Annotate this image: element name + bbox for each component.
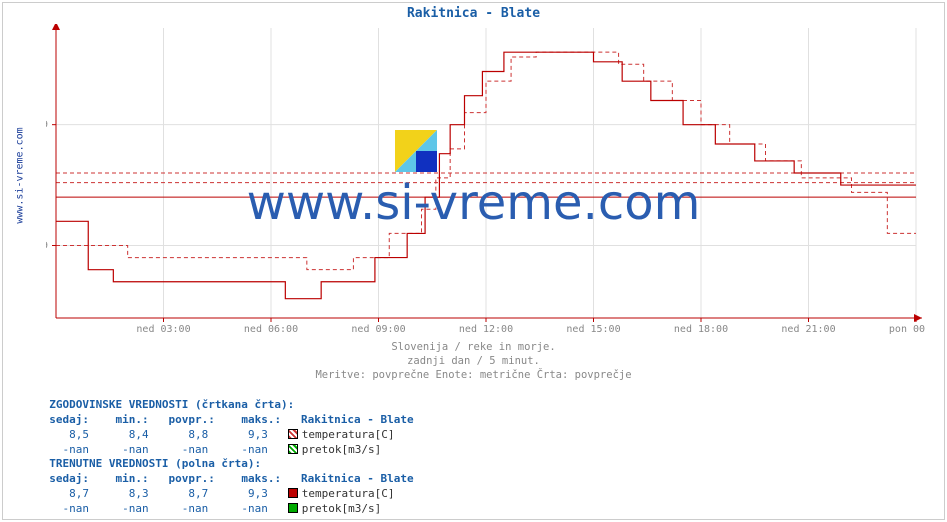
- swatch-curr-flow: [288, 503, 298, 513]
- svg-text:ned 09:00: ned 09:00: [351, 324, 405, 335]
- chart-area: ned 03:00ned 06:00ned 09:00ned 12:00ned …: [46, 24, 926, 324]
- svg-text:ned 15:00: ned 15:00: [566, 324, 620, 335]
- chart-svg: ned 03:00 ned 06:00 ned 09:00 ned 12:00 ned …: [46, 24, 926, 344]
- legend-hist-header: ZGODOVINSKE VREDNOSTI (črtkana črta):: [36, 398, 414, 413]
- svg-text:ned 03:00: ned 03:00: [136, 324, 190, 335]
- svg-text:9: 9: [46, 120, 48, 131]
- swatch-hist-temp: [288, 429, 298, 439]
- svg-text:ned 06:00: ned 06:00: [244, 324, 298, 335]
- legend-curr-flow: -nan -nan -nan -nan pretok[m3/s]: [36, 502, 414, 517]
- side-watermark: www.si-vreme.com: [15, 116, 26, 236]
- watermark-logo: [395, 130, 437, 172]
- svg-text:ned 21:00: ned 21:00: [781, 324, 835, 335]
- legend-hist-temp: 8,5 8,4 8,8 9,3 temperatura[C]: [36, 428, 414, 443]
- legend-col-headers: sedaj: min.: povpr.: maks.: Rakitnica - …: [36, 413, 414, 428]
- swatch-hist-flow: [288, 444, 298, 454]
- legend-curr-temp: 8,7 8,3 8,7 9,3 temperatura[C]: [36, 487, 414, 502]
- legend-hist-flow: -nan -nan -nan -nan pretok[m3/s]: [36, 443, 414, 458]
- svg-text:pon 00:00: pon 00:00: [889, 324, 926, 335]
- caption-line-2: zadnji dan / 5 minut.: [0, 354, 947, 368]
- legend-curr-header: TRENUTNE VREDNOSTI (polna črta):: [36, 457, 414, 472]
- chart-title: Rakitnica - Blate: [0, 6, 947, 21]
- legend: ZGODOVINSKE VREDNOSTI (črtkana črta): se…: [36, 398, 414, 517]
- legend-col-headers-2: sedaj: min.: povpr.: maks.: Rakitnica - …: [36, 472, 414, 487]
- svg-text:9: 9: [46, 241, 48, 252]
- swatch-curr-temp: [288, 488, 298, 498]
- chart-captions: Slovenija / reke in morje. zadnji dan / …: [0, 340, 947, 383]
- svg-text:ned 18:00: ned 18:00: [674, 324, 728, 335]
- caption-line-1: Slovenija / reke in morje.: [0, 340, 947, 354]
- caption-line-3: Meritve: povprečne Enote: metrične Črta:…: [0, 368, 947, 382]
- svg-text:ned 12:00: ned 12:00: [459, 324, 513, 335]
